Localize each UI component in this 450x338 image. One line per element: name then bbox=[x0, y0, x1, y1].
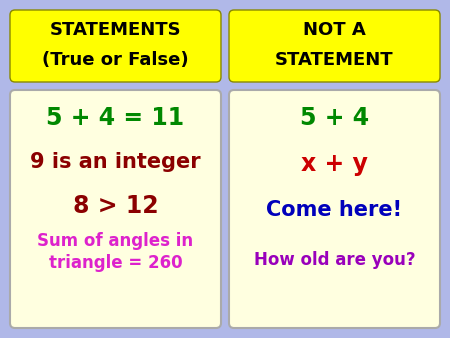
Text: (True or False): (True or False) bbox=[42, 51, 189, 69]
FancyBboxPatch shape bbox=[229, 90, 440, 328]
FancyBboxPatch shape bbox=[10, 90, 221, 328]
Text: NOT A: NOT A bbox=[303, 21, 366, 39]
FancyBboxPatch shape bbox=[10, 10, 221, 82]
Text: How old are you?: How old are you? bbox=[254, 251, 415, 269]
Text: STATEMENTS: STATEMENTS bbox=[50, 21, 181, 39]
Text: Sum of angles in
triangle = 260: Sum of angles in triangle = 260 bbox=[37, 232, 193, 272]
Text: x + y: x + y bbox=[301, 152, 368, 176]
Text: 9 is an integer: 9 is an integer bbox=[30, 152, 201, 172]
Text: 5 + 4 = 11: 5 + 4 = 11 bbox=[46, 106, 184, 130]
FancyBboxPatch shape bbox=[229, 10, 440, 82]
Text: 8 > 12: 8 > 12 bbox=[73, 194, 158, 218]
Text: Come here!: Come here! bbox=[266, 200, 402, 220]
Text: 5 + 4: 5 + 4 bbox=[300, 106, 369, 130]
Text: STATEMENT: STATEMENT bbox=[275, 51, 394, 69]
